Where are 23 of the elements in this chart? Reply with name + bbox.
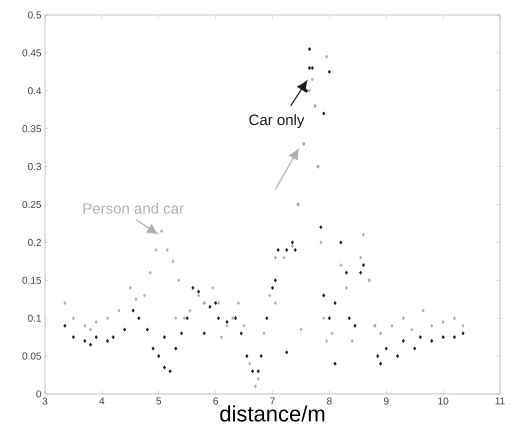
y-tick-label: 0.15 [22, 276, 42, 284]
annotation: Car only [249, 114, 304, 128]
y-tick-label: 0.35 [22, 125, 42, 132]
x-tick-label: 7 [270, 398, 275, 404]
y-tick-label: 0.45 [22, 49, 42, 56]
x-tick-label: 6 [213, 398, 218, 405]
x-tick-label: 10 [438, 398, 448, 405]
x-tick-label: 3 [42, 398, 48, 405]
y-tick-label: 0.3 [28, 163, 42, 170]
y-tick-label: 0.25 [22, 200, 42, 208]
y-tick-label: 0.5 [28, 11, 42, 19]
y-tick-label: 0.4 [28, 87, 42, 94]
y-tick-label: 0.1 [28, 314, 42, 322]
x-tick-label: 4 [99, 398, 104, 404]
y-tick-label: 0.05 [22, 352, 42, 360]
y-tick-label: 0 [36, 390, 42, 398]
x-axis-title: distance/m [220, 405, 324, 422]
x-tick-label: 5 [156, 398, 162, 404]
x-tick-label: 9 [384, 398, 389, 405]
x-tick-label: 11 [496, 398, 505, 404]
y-tick-label: 0.2 [28, 238, 41, 246]
annotation: Person and car [84, 202, 184, 214]
x-tick-label: 8 [327, 398, 332, 405]
